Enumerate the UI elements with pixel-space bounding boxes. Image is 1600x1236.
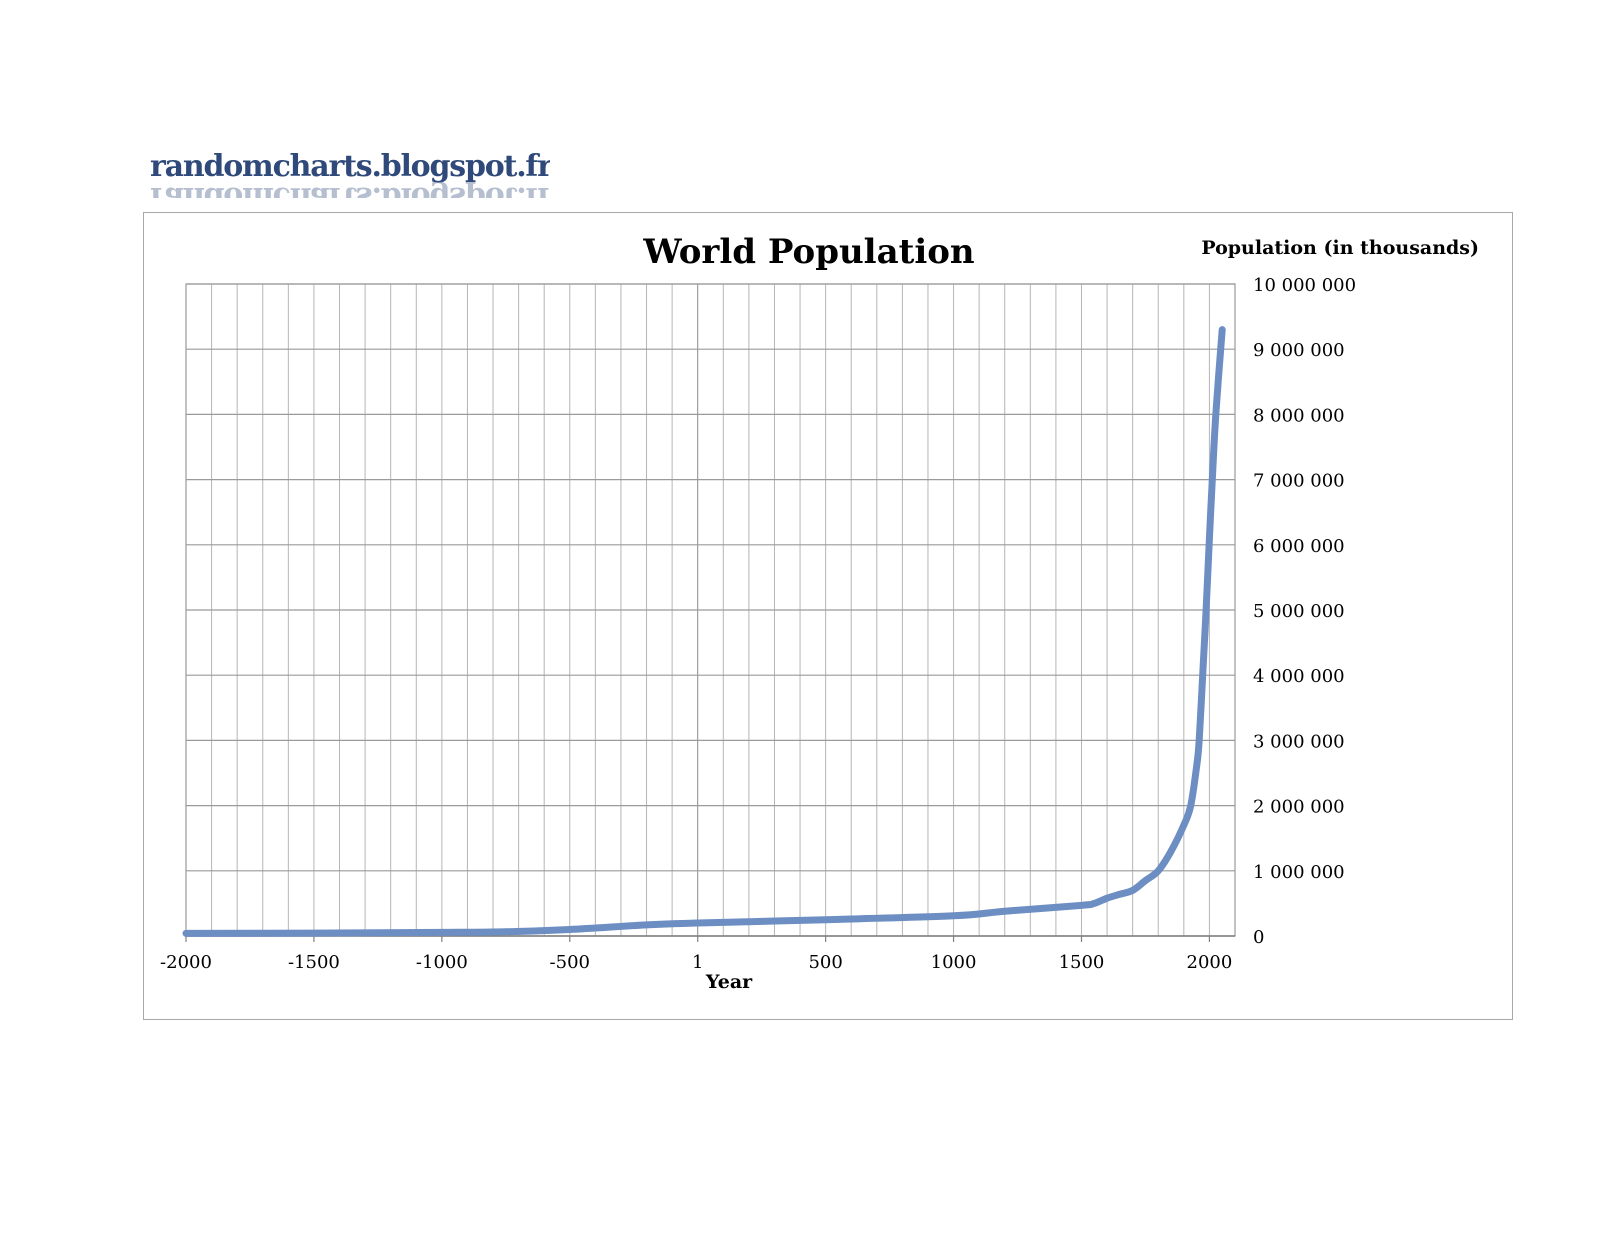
x-tick-label: -1500 — [288, 952, 340, 973]
population-chart: -2000 -1500 -1000 -500 1 500 1000 1500 2000 01 0… — [160, 232, 1479, 993]
x-tick-label: -500 — [550, 952, 590, 973]
y-tick-label: 0 — [1253, 927, 1264, 948]
y-tick-label: 2 000 000 — [1253, 797, 1345, 818]
x-tick-label: 1500 — [1059, 952, 1105, 973]
brand-logo: randomcharts.blogspot.fr randomcharts.bl… — [150, 150, 550, 198]
y-tick-label: 1 000 000 — [1253, 862, 1345, 883]
y-axis-ticks: 0 1 000 000 2 000 000 3 000 000 4 000 000 5 0… — [1253, 275, 1356, 948]
x-tick-label: 2000 — [1187, 952, 1233, 973]
y-axis-title: Population (in thousands) — [1201, 237, 1479, 259]
y-tick-label: 9 000 000 — [1253, 340, 1345, 361]
y-tick-label: 7 000 000 — [1253, 471, 1345, 492]
x-tick-label: 1000 — [931, 952, 977, 973]
y-tick-label: 8 000 000 — [1253, 405, 1345, 426]
grid — [185, 283, 1236, 942]
x-axis-ticks: -2000 -1500 -1000 -500 1 500 1000 1500 2000 — [160, 952, 1232, 973]
x-tick-label: 1 — [692, 952, 703, 973]
brand-reflection: randomcharts.blogspot.fr — [150, 180, 550, 198]
x-tick-label: -2000 — [160, 952, 212, 973]
y-tick-label: 4 000 000 — [1253, 666, 1345, 687]
brand-text: randomcharts.blogspot.fr — [150, 150, 550, 184]
y-tick-label: 6 000 000 — [1253, 536, 1345, 557]
y-tick-label: 3 000 000 — [1253, 731, 1345, 752]
series-layer — [182, 326, 1226, 937]
y-tick-label: 10 000 000 — [1253, 275, 1356, 296]
x-axis-title: Year — [705, 971, 753, 993]
series-line-world-population — [182, 326, 1226, 937]
y-tick-label: 5 000 000 — [1253, 601, 1345, 622]
chart-title: World Population — [642, 232, 974, 272]
x-tick-label: 500 — [808, 952, 842, 973]
x-tick-label: -1000 — [416, 952, 468, 973]
